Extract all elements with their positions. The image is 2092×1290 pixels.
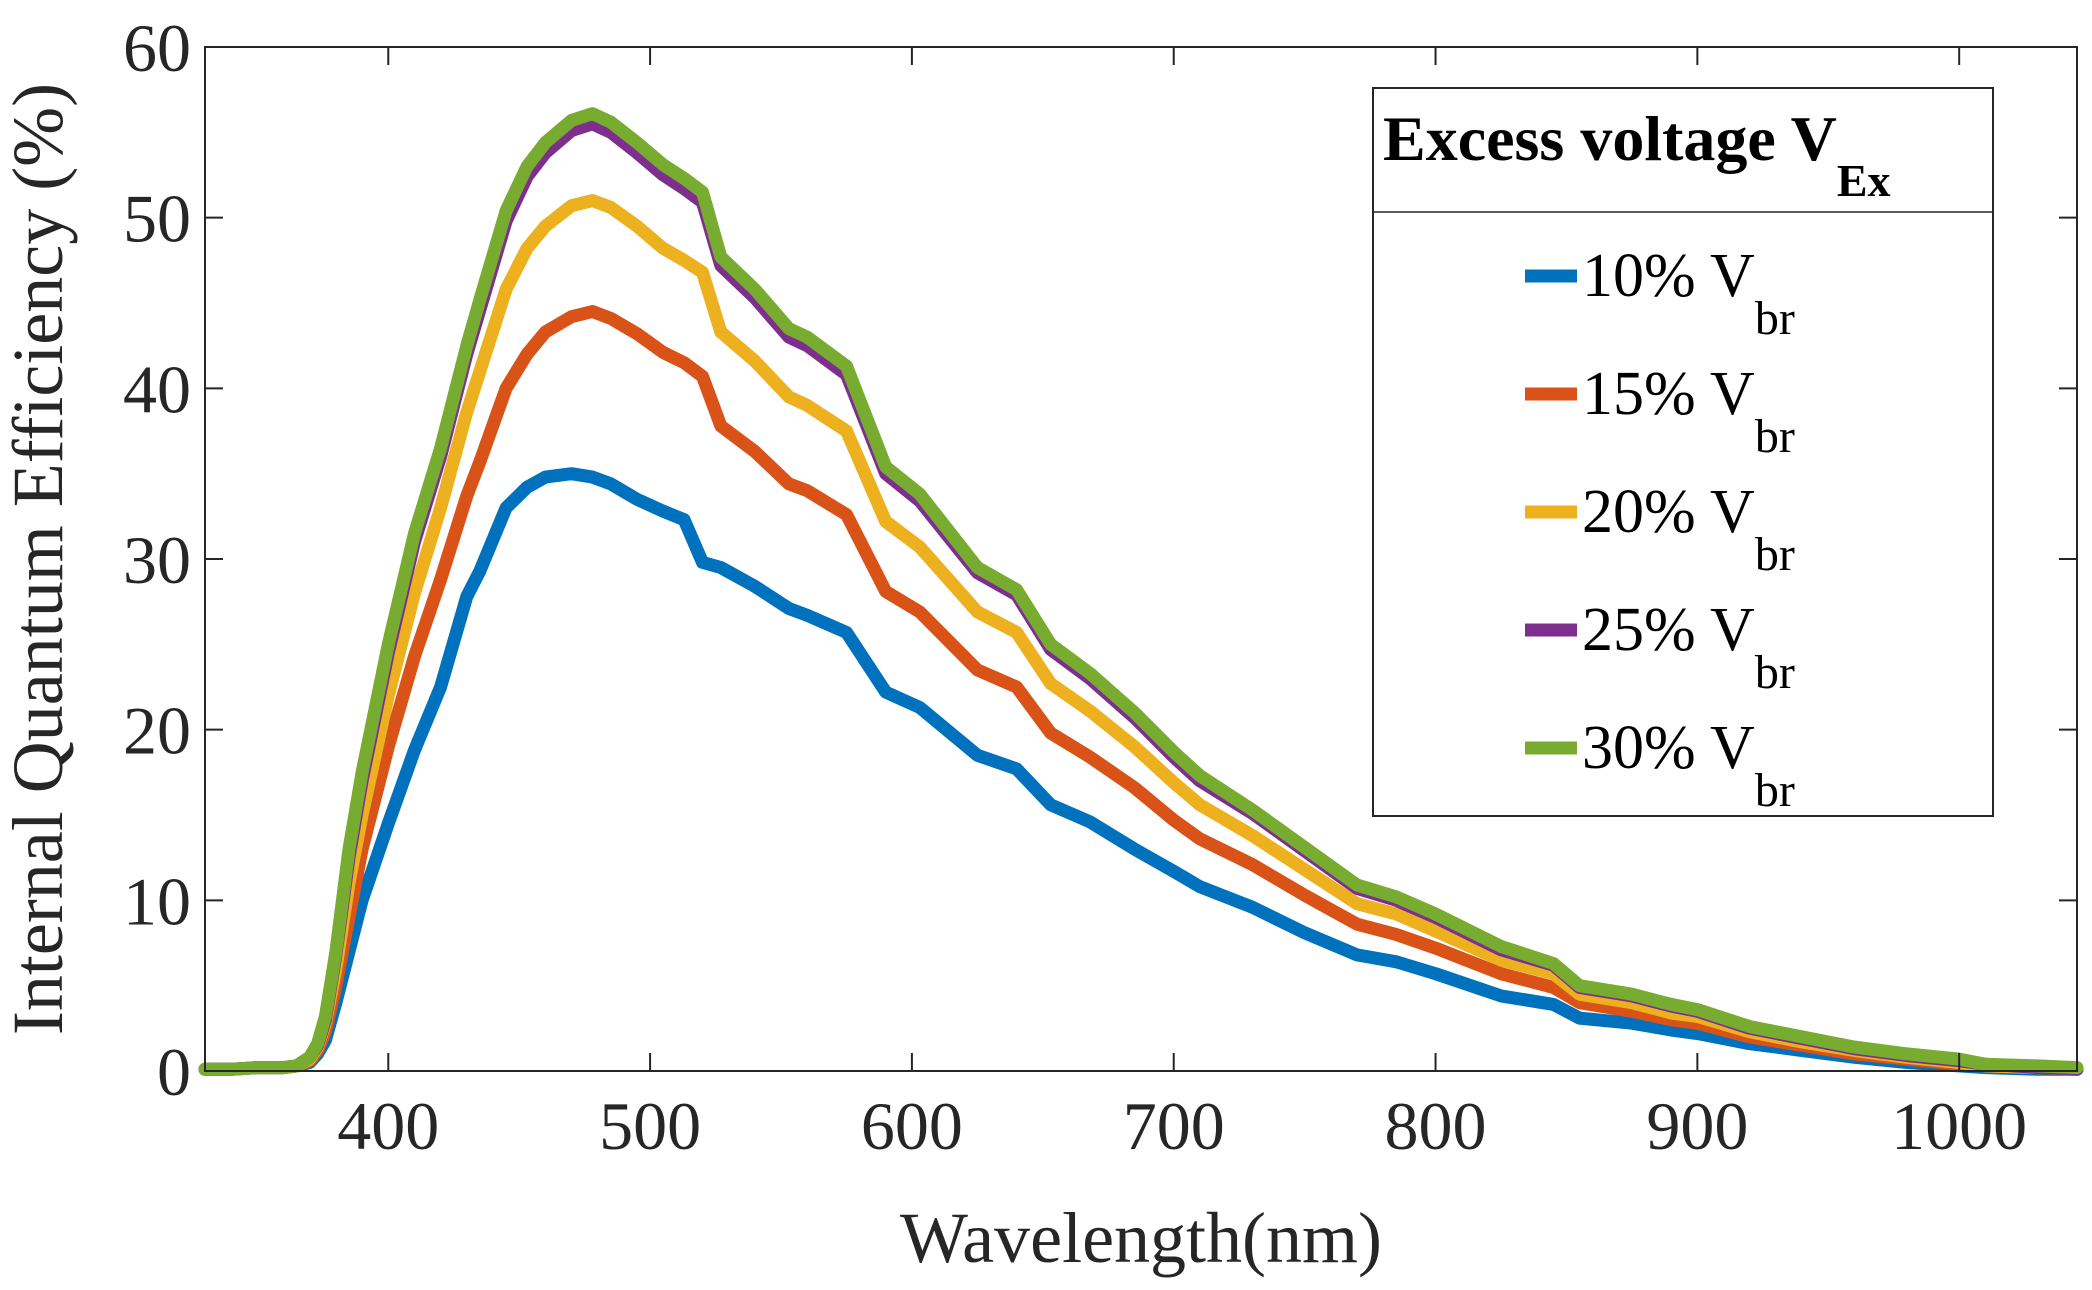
legend-box [1372,87,1994,817]
legend-label-1: 10% Vbr [1582,242,1795,345]
legend-label-main: 20% V [1582,478,1755,546]
x-tick-label: 800 [1385,1088,1487,1164]
x-axis-title: Wavelength(nm) [900,1198,1382,1278]
legend-label-subscript: br [1755,764,1795,817]
y-tick-label: 0 [157,1034,191,1110]
y-axis-title: Internal Quantum Efficiency (%) [0,83,78,1035]
legend-title-subscript: Ex [1837,155,1891,206]
x-tick-label: 700 [1123,1088,1225,1164]
legend-title: Excess voltage VEx [1383,103,1891,206]
legend-label-main: 25% V [1582,596,1755,664]
ticks-layer: 400 500 600 700 800 900 1000 0 10 20 30 40 50 60 [123,10,2077,1164]
legend-label-subscript: br [1755,292,1795,345]
legend-label-main: 10% V [1582,242,1755,310]
legend-label-2: 15% Vbr [1582,360,1795,463]
series-line-5 [198,107,2084,1076]
y-tick-label: 40 [123,351,191,427]
y-tick-label: 10 [123,863,191,939]
y-tick-label: 20 [123,693,191,769]
x-tick-label: 1000 [1891,1088,2027,1164]
legend-label-subscript: br [1755,410,1795,463]
y-tick-label: 30 [123,522,191,598]
y-tick-label: 50 [123,181,191,257]
x-tick-label: 600 [861,1088,963,1164]
legend-label-main: 30% V [1582,714,1755,782]
x-tick-label: 400 [337,1088,439,1164]
legend-label-subscript: br [1755,528,1795,581]
legend-label-main: 15% V [1582,360,1755,428]
legend-label-subscript: br [1755,646,1795,699]
legend-label-5: 30% Vbr [1582,714,1795,817]
x-tick-label: 500 [599,1088,701,1164]
y-tick-label: 60 [123,10,191,86]
legend-label-4: 25% Vbr [1582,596,1795,699]
legend-label-3: 20% Vbr [1582,478,1795,581]
legend-title-main: Excess voltage V [1383,103,1837,174]
series-line-1 [198,467,2084,1076]
series-layer [198,107,2084,1076]
x-tick-label: 900 [1646,1088,1748,1164]
